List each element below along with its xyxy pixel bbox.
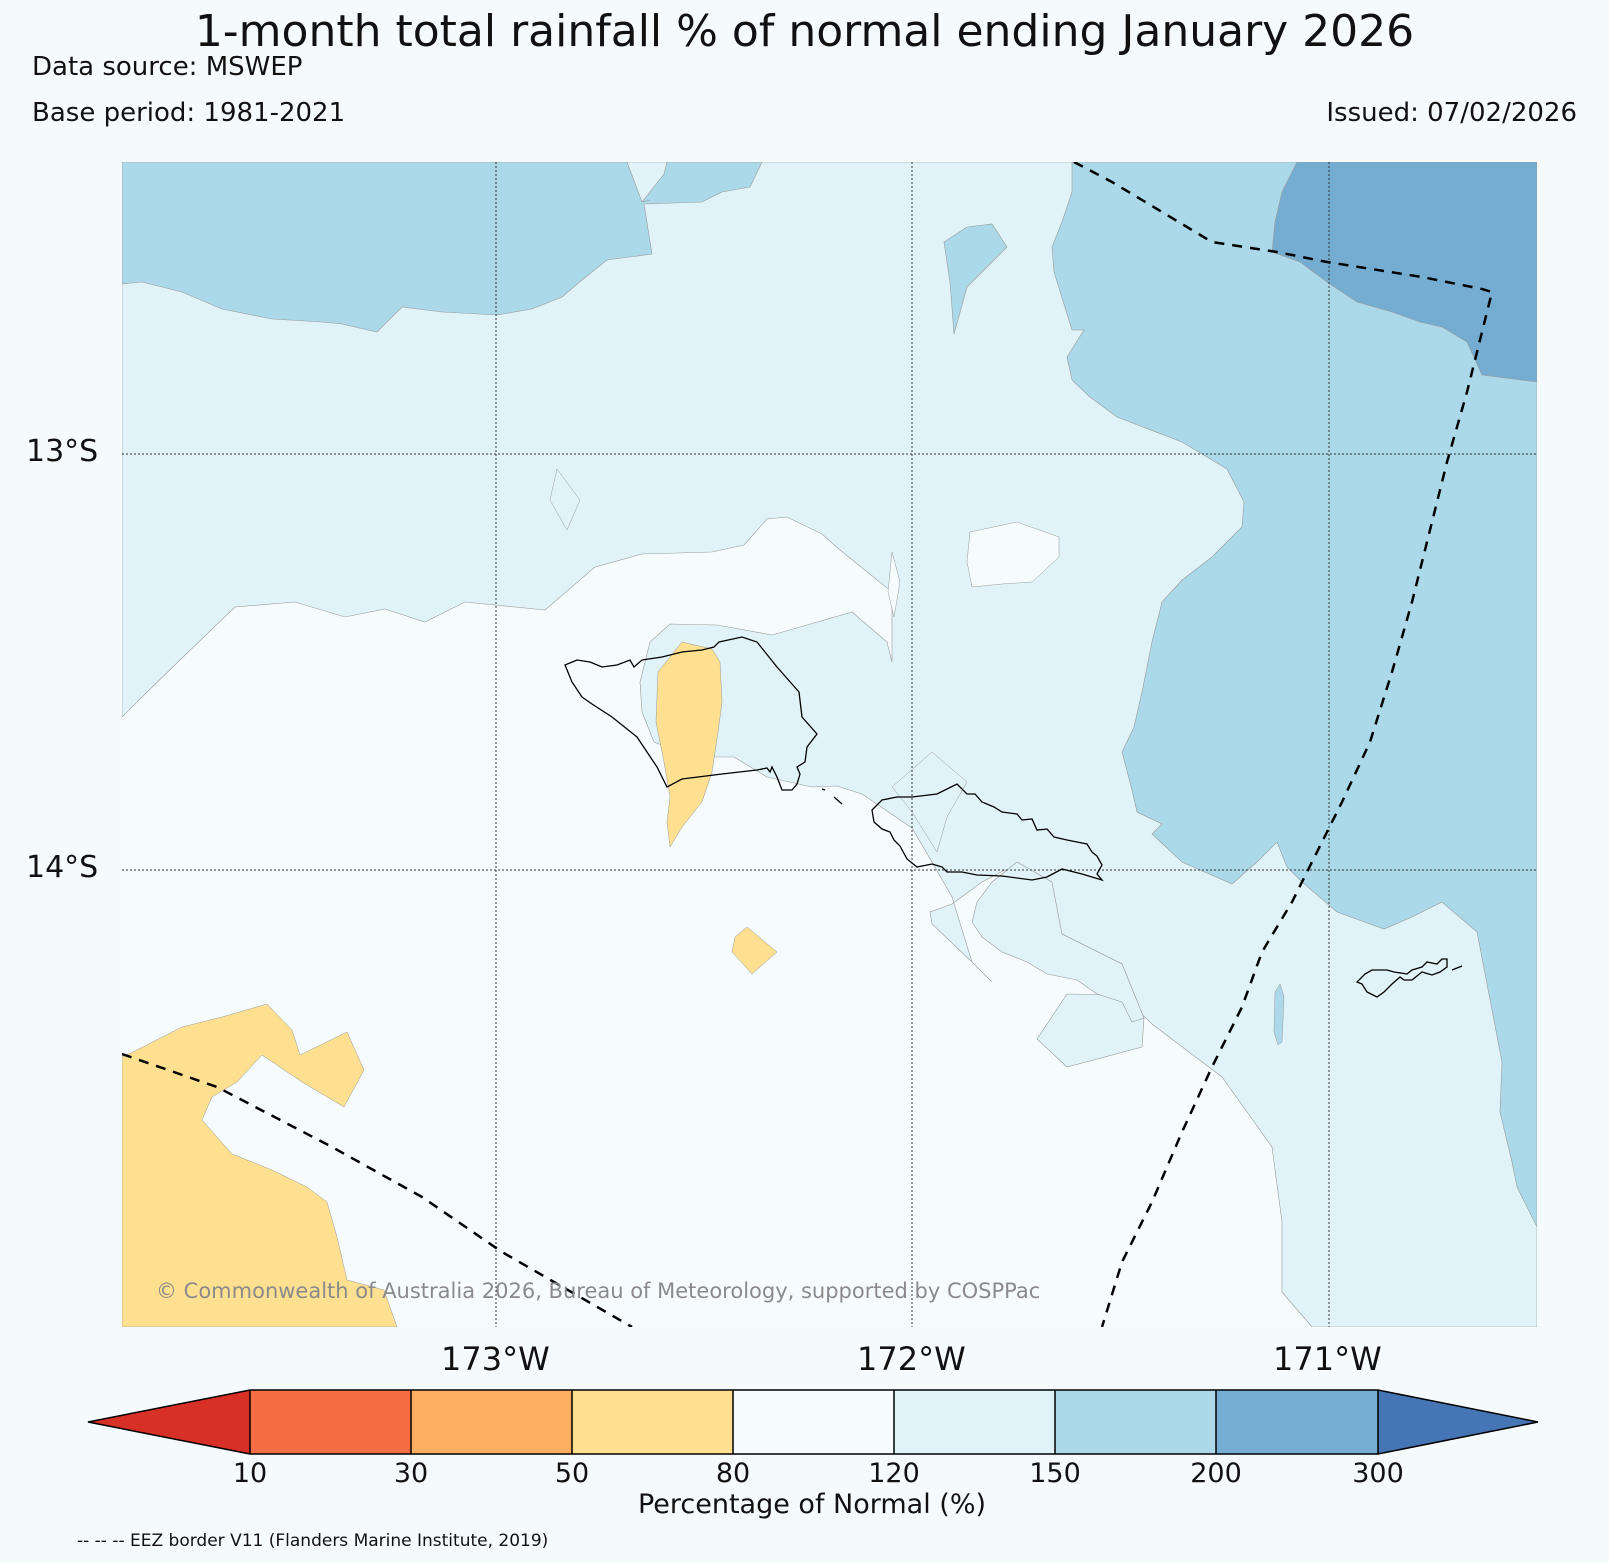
colorbar-tick: 150 [1029, 1458, 1081, 1489]
colorbar-title: Percentage of Normal (%) [637, 1489, 987, 1520]
coastline-upolu [871, 783, 1104, 882]
eez-legend-note: -- -- -- EEZ border V11 (Flanders Marine… [77, 1531, 549, 1551]
map-title: 1-month total rainfall % of normal endin… [194, 6, 1415, 57]
colorbar-outline [87, 1389, 1539, 1455]
rainfall-map [122, 162, 1537, 1327]
region-120-150-islet [1273, 983, 1285, 1046]
colorbar-tick: 120 [868, 1458, 920, 1489]
colorbar-bin-above-300 [1378, 1390, 1538, 1454]
lat-label-14s: 14°S [26, 850, 99, 885]
coastline-savaii [564, 636, 818, 791]
colorbar-bin-150-200 [1055, 1390, 1216, 1454]
colorbar-bin-50-80 [572, 1390, 733, 1454]
base-period-label: Base period: 1981-2021 [32, 98, 346, 128]
coastline-tutuila [1355, 958, 1463, 998]
region-150-200-small [549, 468, 581, 531]
colorbar-bin-30-50 [411, 1390, 572, 1454]
colorbar [87, 1389, 1539, 1455]
lon-label-173w: 173°W [441, 1340, 550, 1378]
colorbar-tick: 30 [393, 1458, 429, 1489]
colorbar-bin-200-300 [1216, 1390, 1378, 1454]
region-150-200-blob [943, 223, 1008, 335]
lon-label-172w: 172°W [857, 1340, 966, 1378]
issued-date-label: Issued: 07/02/2026 [1326, 98, 1577, 128]
colorbar-bin-10-30 [250, 1390, 411, 1454]
colorbar-tick: 10 [232, 1458, 268, 1489]
copyright-text: © Commonwealth of Australia 2026, Bureau… [156, 1279, 1041, 1303]
colorbar-tick: 300 [1352, 1458, 1404, 1489]
region-200-300-northeast [1271, 162, 1537, 383]
colorbar-tick: 80 [715, 1458, 751, 1489]
eez-border [122, 162, 1494, 1327]
region-150-200-east [1051, 162, 1537, 1228]
region-80-120-sliver [887, 551, 901, 618]
colorbar-bin-120-150 [894, 1390, 1055, 1454]
region-80-120-hole [966, 521, 1060, 588]
region-150-200-north [122, 162, 763, 333]
lat-label-13s: 13°S [26, 434, 99, 469]
region-120-150-north [122, 162, 1537, 1327]
region-50-80-savaii [655, 641, 723, 848]
colorbar-tick: 50 [554, 1458, 590, 1489]
region-120-150-south [971, 861, 1145, 1023]
region-50-80-diamond [731, 926, 778, 975]
colorbar-bin-below-10 [88, 1390, 250, 1454]
coastline-manono [833, 796, 843, 805]
lon-label-171w: 171°W [1273, 1340, 1382, 1378]
data-source-label: Data source: MSWEP [32, 52, 303, 82]
region-120-150-upolu [891, 751, 968, 853]
colorbar-bin-80-120 [733, 1390, 894, 1454]
coastline-apolima [821, 788, 826, 791]
region-50-80-southwest [122, 1003, 398, 1327]
colorbar-tick: 200 [1190, 1458, 1242, 1489]
